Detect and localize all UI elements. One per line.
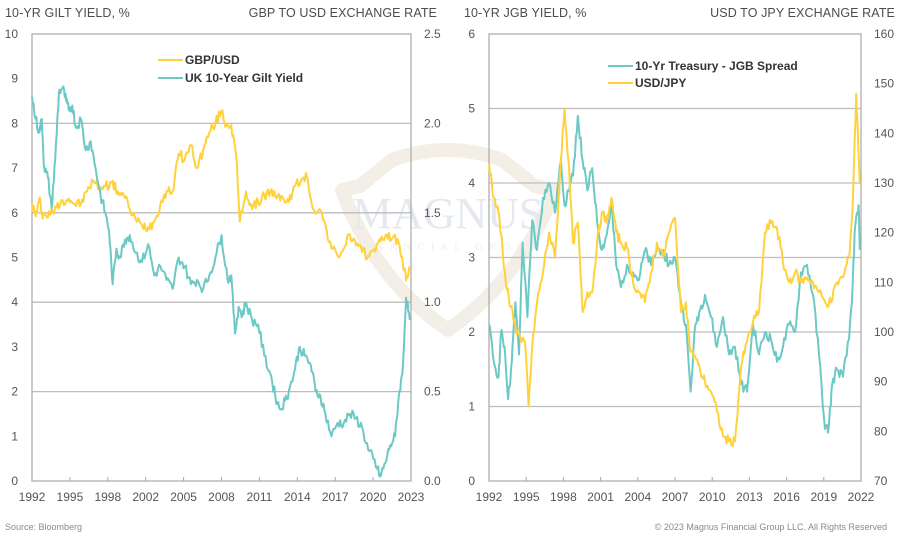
x-tick-label: 2023 [398, 490, 425, 504]
y-left-tick-label: 4 [11, 295, 18, 309]
y-right-tick-label: 90 [874, 375, 888, 389]
x-tick-label: 2017 [322, 490, 349, 504]
x-tick-label: 2014 [284, 490, 311, 504]
y-right-tick-label: 150 [874, 77, 894, 91]
legend-label: GBP/USD [185, 53, 240, 67]
y-left-tick-label: 8 [11, 116, 18, 130]
y-left-tick-label: 1 [468, 400, 475, 414]
x-tick-label: 1995 [513, 490, 540, 504]
y-right-tick-label: 1.5 [424, 206, 441, 220]
copyright-note: © 2023 Magnus Financial Group LLC. All R… [654, 522, 887, 532]
x-tick-label: 2008 [208, 490, 235, 504]
left-chart-y-left-title: 10-YR GILT YIELD, % [5, 6, 130, 20]
x-tick-label: 2020 [360, 490, 387, 504]
y-right-tick-label: 110 [874, 275, 893, 289]
series-line-gbp-usd [31, 109, 411, 282]
y-left-tick-label: 7 [11, 161, 18, 175]
y-left-tick-label: 1 [11, 429, 18, 443]
x-tick-label: 2001 [587, 490, 614, 504]
watermark: MAGNUS FINANCIAL GROUP [335, 143, 562, 337]
legend-label: USD/JPY [635, 76, 686, 90]
y-right-tick-label: 130 [874, 176, 894, 190]
y-left-tick-label: 4 [468, 176, 475, 190]
x-tick-label: 1995 [57, 490, 84, 504]
x-tick-label: 1992 [476, 490, 503, 504]
series-line-usd-jpy [488, 92, 861, 448]
right-chart-y-left-title: 10-YR JGB YIELD, % [464, 6, 587, 20]
x-tick-label: 2004 [624, 490, 651, 504]
left-chart-y-right-title: GBP TO USD EXCHANGE RATE [248, 6, 437, 20]
y-left-tick-label: 3 [468, 251, 475, 265]
x-tick-label: 1998 [94, 490, 121, 504]
source-note: Source: Bloomberg [5, 522, 83, 532]
y-right-tick-label: 100 [874, 325, 894, 339]
y-right-tick-label: 2.5 [424, 27, 441, 41]
y-right-tick-label: 80 [874, 424, 888, 438]
y-right-tick-label: 120 [874, 226, 894, 240]
y-right-tick-label: 1.0 [424, 295, 441, 309]
y-left-tick-label: 5 [11, 251, 18, 265]
right-chart-y-right-title: USD TO JPY EXCHANGE RATE [710, 6, 895, 20]
y-left-tick-label: 2 [11, 385, 18, 399]
x-tick-label: 2002 [132, 490, 159, 504]
watermark-title: MAGNUS [353, 189, 544, 238]
series-line-10-yr-treasury-jgb-spread [488, 114, 861, 434]
series-line-uk-10-year-gilt-yield [31, 85, 411, 478]
y-left-tick-label: 0 [11, 474, 18, 488]
y-left-tick-label: 2 [468, 325, 475, 339]
x-tick-label: 2016 [773, 490, 800, 504]
y-left-tick-label: 9 [11, 72, 18, 86]
watermark-shield-icon [335, 143, 562, 337]
y-right-tick-label: 140 [874, 126, 894, 140]
x-tick-label: 2011 [246, 490, 272, 504]
y-left-tick-label: 5 [468, 102, 475, 116]
legend-label: UK 10-Year Gilt Yield [185, 71, 303, 85]
x-tick-label: 2022 [848, 490, 875, 504]
gilt-gbp-chart: 0 1 2 3 4 5 6 7 8 9 10 0.0 0.5 1.0 1.5 2.0 2.5 1992 1995 19… [5, 27, 441, 504]
legend-label: 10-Yr Treasury - JGB Spread [635, 59, 798, 73]
watermark-subtitle: FINANCIAL GROUP [354, 241, 543, 253]
y-right-tick-label: 0.0 [424, 474, 441, 488]
x-tick-label: 2013 [736, 490, 763, 504]
x-tick-label: 2007 [662, 490, 689, 504]
y-left-tick-label: 6 [468, 27, 475, 41]
y-left-tick-label: 6 [11, 206, 18, 220]
jgb-jpy-chart: 0 1 2 3 4 5 6 70 80 90 100 110 120 130 140 150 160 1992 19… [468, 27, 894, 504]
y-right-tick-label: 0.5 [424, 385, 441, 399]
y-left-tick-label: 0 [468, 474, 475, 488]
y-left-tick-label: 10 [5, 27, 19, 41]
x-tick-label: 2005 [170, 490, 197, 504]
x-tick-label: 1998 [550, 490, 577, 504]
y-right-tick-label: 2.0 [424, 116, 441, 130]
y-right-tick-label: 70 [874, 474, 888, 488]
y-right-tick-label: 160 [874, 27, 894, 41]
x-tick-label: 1992 [19, 490, 46, 504]
x-tick-label: 2019 [810, 490, 837, 504]
x-tick-label: 2010 [699, 490, 726, 504]
y-left-tick-label: 3 [11, 340, 18, 354]
